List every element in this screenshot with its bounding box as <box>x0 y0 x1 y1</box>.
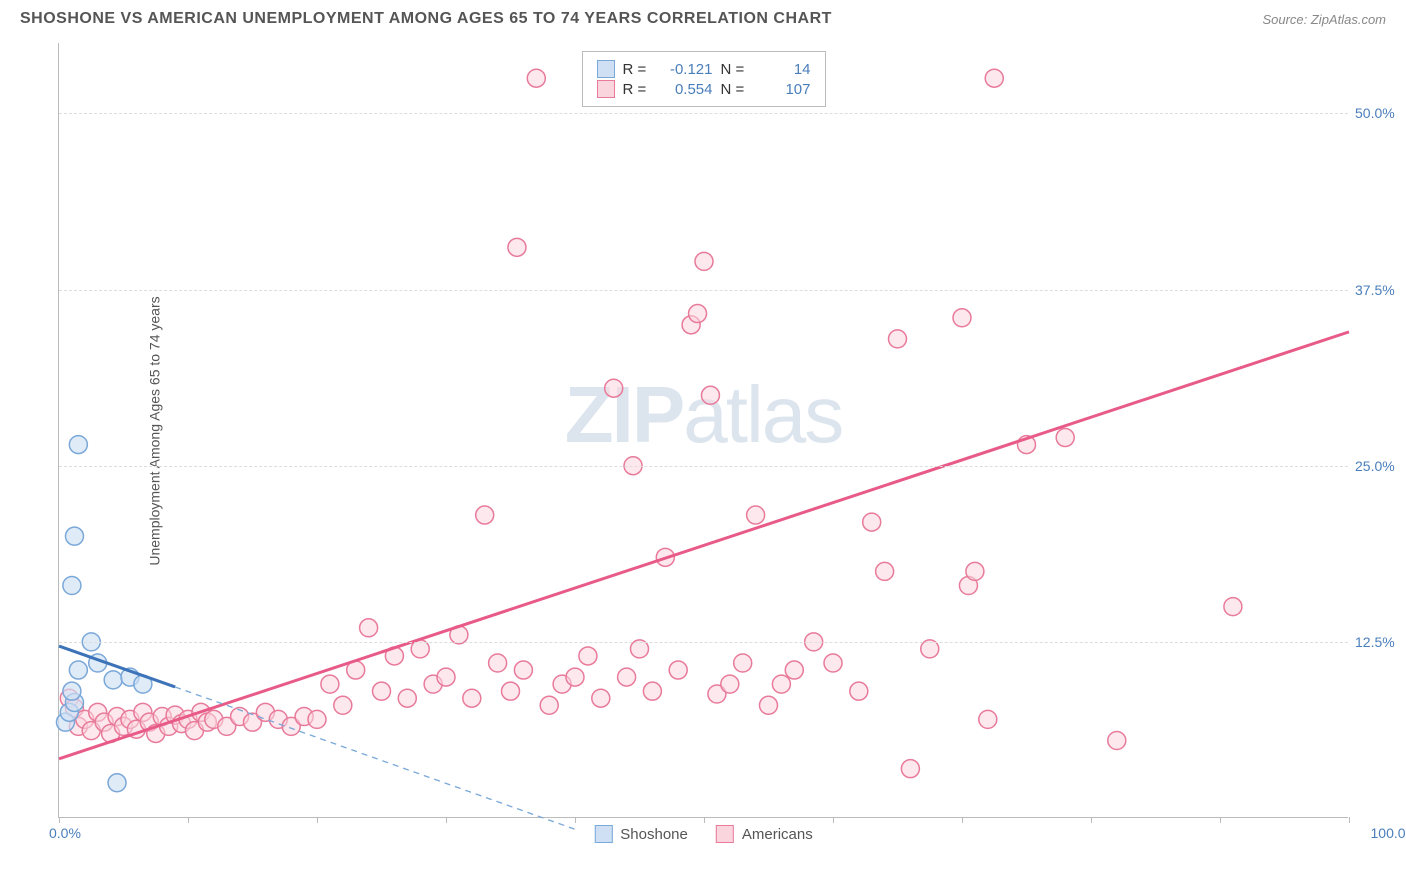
data-point <box>63 682 81 700</box>
data-point <box>463 689 481 707</box>
x-tick <box>317 817 318 823</box>
data-point <box>985 69 1003 87</box>
legend-swatch-americans <box>597 80 615 98</box>
x-axis-max-label: 100.0% <box>1371 825 1406 841</box>
data-point <box>360 619 378 637</box>
x-tick <box>188 817 189 823</box>
y-tick-label: 37.5% <box>1355 282 1406 298</box>
data-point <box>508 238 526 256</box>
data-point <box>69 436 87 454</box>
chart-header: SHOSHONE VS AMERICAN UNEMPLOYMENT AMONG … <box>0 0 1406 33</box>
legend-swatch-americans-bottom <box>716 825 734 843</box>
data-point <box>502 682 520 700</box>
legend-item-shoshone: Shoshone <box>594 825 688 843</box>
data-point <box>398 689 416 707</box>
data-point <box>669 661 687 679</box>
data-point <box>527 69 545 87</box>
x-axis-min-label: 0.0% <box>49 825 81 841</box>
data-point <box>785 661 803 679</box>
y-tick-label: 12.5% <box>1355 634 1406 650</box>
series-legend: Shoshone Americans <box>594 825 812 843</box>
legend-item-americans: Americans <box>716 825 813 843</box>
legend-n-value-americans: 107 <box>761 81 811 98</box>
legend-row-americans: R = 0.554 N = 107 <box>597 80 811 98</box>
data-point <box>108 774 126 792</box>
x-tick <box>1220 817 1221 823</box>
data-point <box>579 647 597 665</box>
legend-r-value-americans: 0.554 <box>663 81 713 98</box>
x-tick <box>575 817 576 823</box>
data-point <box>643 682 661 700</box>
data-point <box>689 305 707 323</box>
data-point <box>514 661 532 679</box>
data-point <box>966 562 984 580</box>
x-tick <box>1349 817 1350 823</box>
data-point <box>979 710 997 728</box>
y-tick-label: 25.0% <box>1355 458 1406 474</box>
gridline-h <box>59 290 1348 291</box>
data-point <box>772 675 790 693</box>
x-tick <box>962 817 963 823</box>
correlation-legend: R = -0.121 N = 14 R = 0.554 N = 107 <box>582 51 826 107</box>
data-point <box>65 527 83 545</box>
data-point <box>721 675 739 693</box>
data-point <box>734 654 752 672</box>
y-tick-label: 50.0% <box>1355 105 1406 121</box>
data-point <box>489 654 507 672</box>
data-point <box>1056 429 1074 447</box>
data-point <box>437 668 455 686</box>
x-tick <box>833 817 834 823</box>
chart-title: SHOSHONE VS AMERICAN UNEMPLOYMENT AMONG … <box>20 10 832 28</box>
data-point <box>540 696 558 714</box>
data-point <box>901 760 919 778</box>
legend-n-value-shoshone: 14 <box>761 61 811 78</box>
data-point <box>824 654 842 672</box>
x-tick <box>446 817 447 823</box>
data-point <box>308 710 326 728</box>
x-tick <box>704 817 705 823</box>
data-point <box>69 661 87 679</box>
legend-n-label: N = <box>721 81 753 98</box>
x-tick <box>1091 817 1092 823</box>
data-point <box>321 675 339 693</box>
chart-svg <box>59 43 1348 817</box>
gridline-h <box>59 642 1348 643</box>
data-point <box>863 513 881 531</box>
gridline-h <box>59 466 1348 467</box>
data-point <box>876 562 894 580</box>
legend-swatch-shoshone-bottom <box>594 825 612 843</box>
data-point <box>592 689 610 707</box>
gridline-h <box>59 113 1348 114</box>
data-point <box>104 671 122 689</box>
legend-row-shoshone: R = -0.121 N = 14 <box>597 60 811 78</box>
x-tick <box>59 817 60 823</box>
plot-area: ZIPatlas R = -0.121 N = 14 R = 0.554 N =… <box>58 43 1348 818</box>
data-point <box>63 577 81 595</box>
legend-label-shoshone: Shoshone <box>620 826 688 843</box>
data-point <box>760 696 778 714</box>
data-point <box>701 386 719 404</box>
legend-label-americans: Americans <box>742 826 813 843</box>
data-point <box>695 252 713 270</box>
data-point <box>566 668 584 686</box>
chart-source: Source: ZipAtlas.com <box>1262 12 1386 27</box>
data-point <box>373 682 391 700</box>
data-point <box>605 379 623 397</box>
data-point <box>618 668 636 686</box>
data-point <box>1108 732 1126 750</box>
data-point <box>334 696 352 714</box>
data-point <box>889 330 907 348</box>
data-point <box>850 682 868 700</box>
data-point <box>1224 598 1242 616</box>
chart-container: Unemployment Among Ages 65 to 74 years Z… <box>48 43 1368 818</box>
data-point <box>747 506 765 524</box>
legend-swatch-shoshone <box>597 60 615 78</box>
legend-r-label: R = <box>623 81 655 98</box>
legend-r-value-shoshone: -0.121 <box>663 61 713 78</box>
data-point <box>476 506 494 524</box>
legend-r-label: R = <box>623 61 655 78</box>
legend-n-label: N = <box>721 61 753 78</box>
data-point <box>953 309 971 327</box>
